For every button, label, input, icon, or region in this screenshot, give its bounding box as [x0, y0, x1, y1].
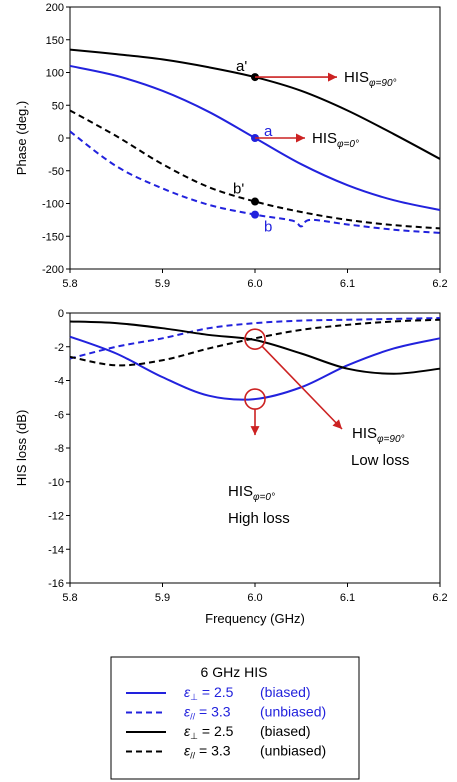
y-tick-label: -10 [48, 477, 64, 489]
x-tick-label: 6.2 [432, 592, 447, 604]
y-tick-label: -8 [54, 443, 64, 455]
legend-title: 6 GHz HIS [201, 664, 268, 680]
x-tick-label: 5.9 [155, 592, 170, 604]
x-axis-label: Frequency (GHz) [205, 611, 305, 626]
legend-entry-label: ε⊥ = 2.5 [184, 723, 234, 741]
point-label: b [264, 219, 272, 236]
y-tick-label: -4 [54, 376, 64, 388]
legend-entry-state: (unbiased) [260, 704, 326, 720]
plot-frame [69, 312, 441, 584]
annotation-note: High loss [228, 510, 290, 527]
series-line [69, 109, 441, 230]
phase-chart: 200 150 100 50 0 -50 -100 -150 -200 5.8 5.9 6.0 6.1 6… [14, 2, 448, 290]
y-tick-label: -100 [42, 199, 64, 211]
y-tick-label: -2 [54, 342, 64, 354]
point-label: a [264, 123, 273, 140]
legend-entry-label: ε// = 3.3 [184, 743, 231, 761]
point-label: b' [233, 181, 244, 198]
y-tick-label: -200 [42, 264, 64, 276]
series-line [69, 317, 441, 360]
annotation-label: HISφ=90° [352, 425, 405, 445]
y-tick-label: -150 [42, 231, 64, 243]
y-tick-label: 100 [46, 68, 64, 80]
y-tick-label: 0 [58, 133, 64, 145]
annotation-arrow [255, 133, 305, 143]
x-tick-label: 5.8 [62, 278, 77, 290]
legend-entry-state: (biased) [260, 684, 311, 700]
y-tick-label: -16 [48, 578, 64, 590]
x-tick-label: 6.1 [340, 592, 355, 604]
data-point [251, 210, 259, 219]
y-tick-label: 50 [52, 100, 64, 112]
annotation-label: HISφ=90° [344, 69, 397, 89]
legend: 6 GHz HIS ε⊥ = 2.5 (biased) ε// = 3.3 (unbia… [110, 656, 360, 780]
point-label: a' [236, 58, 247, 75]
legend-box [110, 656, 360, 780]
annotation-arrow [250, 409, 260, 436]
legend-entry-label: ε⊥ = 2.5 [184, 684, 234, 702]
annotation-label: HISφ=0° [228, 483, 275, 503]
series-line [69, 130, 441, 234]
y-tick-label: 150 [46, 35, 64, 47]
annotation-arrow [255, 72, 337, 82]
y-tick-label: -14 [48, 544, 64, 556]
y-axis-label: Phase (deg.) [14, 101, 29, 175]
y-tick-label: -6 [54, 409, 64, 421]
x-tick-label: 6.2 [432, 278, 447, 290]
x-tick-label: 6.0 [247, 592, 262, 604]
y-tick-label: -12 [48, 511, 64, 523]
annotation-label: HISφ=0° [312, 130, 359, 150]
y-tick-label: 0 [58, 308, 64, 320]
x-tick-label: 5.8 [62, 592, 77, 604]
x-tick-label: 5.9 [155, 278, 170, 290]
series-line [69, 318, 441, 367]
x-tick-label: 6.0 [247, 278, 262, 290]
legend-entry-state: (unbiased) [260, 743, 326, 759]
series-line [69, 335, 441, 401]
loss-chart: 0 -2 -4 -6 -8 -10 -12 -14 -16 5.8 5.9 6.0 6.1 6.2 HIS … [14, 308, 448, 626]
legend-entry-state: (biased) [260, 723, 311, 739]
series-line [69, 320, 441, 375]
legend-entry-label: ε// = 3.3 [184, 704, 231, 722]
x-tick-label: 6.1 [340, 278, 355, 290]
data-point [251, 197, 259, 206]
y-axis-label: HIS loss (dB) [14, 410, 29, 487]
annotation-arrow [261, 345, 343, 430]
highlight-circle [244, 328, 266, 350]
y-tick-label: -50 [48, 166, 64, 178]
annotation-note: Low loss [351, 452, 409, 469]
y-tick-label: 200 [46, 2, 64, 14]
